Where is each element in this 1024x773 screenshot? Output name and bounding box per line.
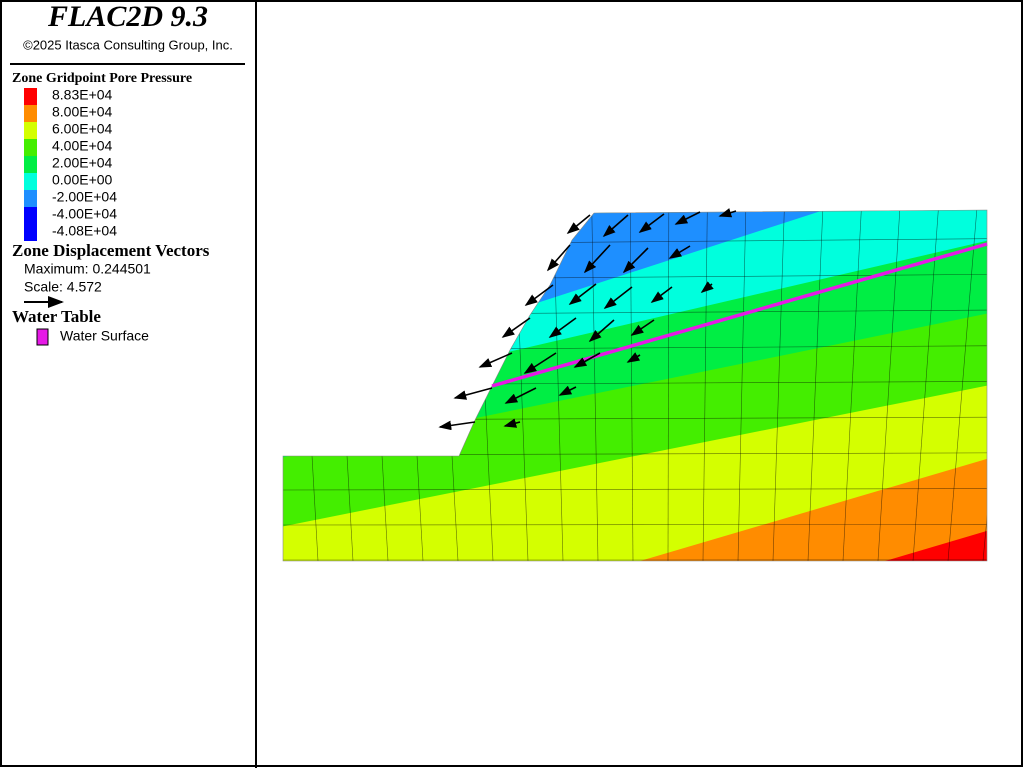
legend-swatch xyxy=(24,88,37,105)
legend-label: 6.00E+04 xyxy=(52,121,113,137)
legend-label: 0.00E+00 xyxy=(52,172,113,188)
legend-label: -4.00E+04 xyxy=(52,206,117,222)
pore-pressure-legend: 8.83E+048.00E+046.00E+044.00E+042.00E+04… xyxy=(24,87,117,241)
legend-swatch xyxy=(24,139,37,156)
legend-text: Water Surface xyxy=(60,328,149,344)
model xyxy=(280,200,1015,570)
vector xyxy=(440,422,475,427)
mesh-line xyxy=(983,210,1015,561)
legend-swatch xyxy=(24,105,37,122)
legend-title: Water Table xyxy=(12,307,101,326)
app-title: FLAC2D 9.3 xyxy=(47,0,208,33)
legend-swatch xyxy=(24,156,37,173)
legend-text: Maximum: 0.244501 xyxy=(24,261,151,277)
legend-swatch xyxy=(24,207,37,224)
legend-label: 8.00E+04 xyxy=(52,104,113,120)
legend-swatch xyxy=(37,329,48,345)
legend-swatch xyxy=(24,224,37,241)
legend-label: -4.08E+04 xyxy=(52,223,117,239)
legend-swatch xyxy=(24,122,37,139)
legend-label: 2.00E+04 xyxy=(52,155,113,171)
legend-title: Zone Displacement Vectors xyxy=(12,241,210,260)
legend-label: 4.00E+04 xyxy=(52,138,113,154)
legend-text: Scale: 4.572 xyxy=(24,279,102,295)
legend-swatch xyxy=(24,173,37,190)
legend-label: -2.00E+04 xyxy=(52,189,117,205)
legend-swatch xyxy=(24,190,37,207)
copyright: ©2025 Itasca Consulting Group, Inc. xyxy=(23,37,233,52)
legend-label: 8.83E+04 xyxy=(52,87,113,103)
legend-title: Zone Gridpoint Pore Pressure xyxy=(12,71,192,86)
